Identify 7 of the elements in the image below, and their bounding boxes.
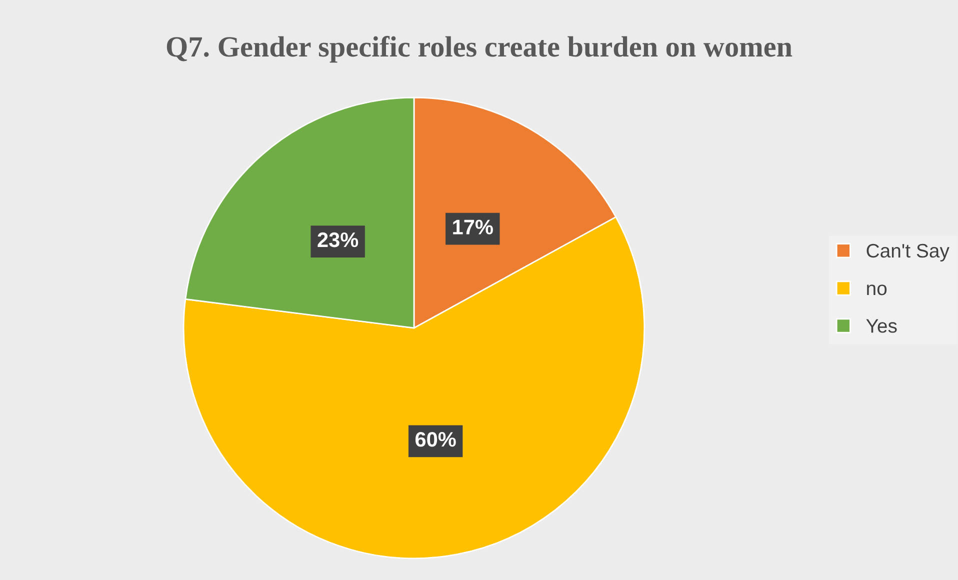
- legend-label: Yes: [866, 319, 897, 333]
- data-label: 23%: [318, 232, 358, 248]
- legend-label: Can't Say: [866, 244, 950, 262]
- data-label: 17%: [453, 220, 493, 234]
- chart-title: Q7. Gender specific roles create burden on women: [166, 36, 792, 63]
- data-label: 60%: [416, 432, 456, 447]
- legend-label: no: [867, 284, 887, 296]
